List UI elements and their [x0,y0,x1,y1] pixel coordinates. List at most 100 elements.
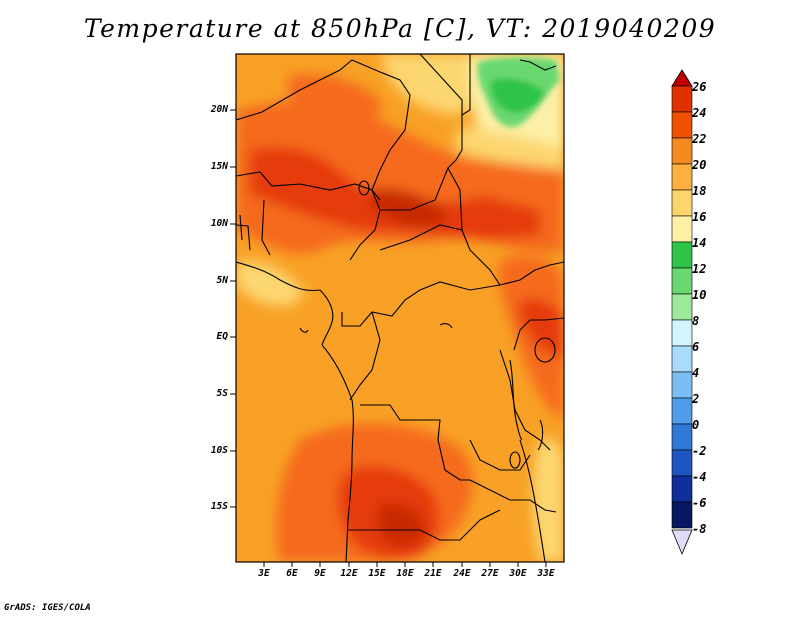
colorbar [671,69,693,556]
lon-label-9e: 9E [314,568,326,579]
border-nigeria-cameroon [349,189,381,261]
colorbar-label: 4 [692,366,700,380]
island-bioko [299,327,309,333]
colorbar-label: -8 [692,522,707,536]
lat-label-5n: 5N [216,275,228,286]
colorbar-swatch [671,163,693,191]
lake-chad [358,180,370,196]
colorbar-swatch [671,397,693,425]
colorbar-swatch [671,501,693,529]
border-mali-niger [236,59,411,191]
field-cool-north [380,54,470,115]
border-togo [236,224,251,251]
colorbar-swatch [671,293,693,321]
lon-label-33e: 33E [537,568,555,579]
border-benin [261,199,271,256]
border-uganda-kenya [513,317,564,351]
lake-malawi [537,419,544,451]
lon-label-3e: 3E [258,568,270,579]
border-mozambique [519,439,546,562]
colorbar-bottom-arrow [671,529,693,556]
colorbar-label: 18 [692,184,707,198]
nile-delta [519,59,557,71]
colorbar-label: -2 [692,444,707,458]
colorbar-swatch [671,85,693,113]
colorbar-swatch [671,189,693,217]
border-ghana [239,214,243,241]
colorbar-label: 22 [692,132,707,146]
lat-label-5s: 5S [216,388,228,399]
field-cool-se [532,438,564,562]
lon-label-6e: 6E [286,568,298,579]
colorbar-label: 24 [692,106,707,120]
border-car [379,224,501,286]
lon-label-24e: 24E [453,568,471,579]
lon-label-15e: 15E [368,568,386,579]
coast-gulf-guinea [236,261,321,292]
colorbar-swatch [671,475,693,503]
field-hot-core [370,188,448,229]
border-congo-drc [349,311,381,401]
coast-cameroon [319,289,334,346]
field-cool-coast [236,261,303,307]
field-green-dark [491,78,545,113]
lakes [299,59,557,469]
field-hot-sahel [250,147,540,239]
lat-label-eq: EQ [216,331,228,342]
border-egypt-sudan [461,54,471,116]
temperature-field [236,54,564,562]
lon-label-30e: 30E [509,568,527,579]
colorbar-swatch [671,111,693,139]
lon-label-18e: 18E [396,568,414,579]
lat-label-10s: 10S [210,445,228,456]
colorbar-label: 10 [692,288,707,302]
border-chad [380,166,463,231]
field-warm-nw [287,73,382,122]
border-angola-drc [360,404,470,481]
colorbar-swatch [671,267,693,295]
colorbar-label: 8 [692,314,700,328]
field-hot-south-core [376,503,426,546]
lake-congo-a [439,323,453,329]
axis-ticks [230,109,547,567]
colorbar-label: 14 [692,236,707,250]
country-borders [236,54,564,562]
lake-victoria [534,337,556,363]
border-namibia [348,509,501,541]
lon-label-27e: 27E [481,568,499,579]
border-zambia-zimbabwe [469,479,557,513]
map-title: Temperature at 850hPa [C], VT: 201904020… [83,14,717,43]
colorbar-label: 12 [692,262,707,276]
colorbar-swatch [671,449,693,477]
colorbar-swatch [671,241,693,269]
border-south-sudan [499,261,564,286]
lake-kariba [509,451,521,469]
lat-label-15n: 15N [210,161,228,172]
border-zambia [469,439,531,471]
field-warm-east [499,256,564,420]
colorbar-label: -6 [692,496,707,510]
lat-label-10n: 10N [210,218,228,229]
grads-credit: GrADS: IGES/COLA [4,603,91,613]
colorbar-swatch [671,423,693,451]
lake-tanganyika [509,359,523,441]
lat-label-20n: 20N [210,104,228,115]
plot-frame [235,53,565,563]
coast-angola [321,344,354,562]
colorbar-label: 2 [692,392,700,406]
lon-label-12e: 12E [340,568,358,579]
colorbar-label: 26 [692,80,707,94]
colorbar-swatch [671,371,693,399]
colorbar-swatch [671,345,693,373]
colorbar-label: 16 [692,210,707,224]
colorbar-label: 6 [692,340,700,354]
colorbar-label: -4 [692,470,707,484]
field-hot-east [520,298,564,360]
border-congo [341,281,501,327]
colorbar-top-arrow [671,69,693,87]
colorbar-label: 20 [692,158,707,172]
lon-label-21e: 21E [424,568,442,579]
colorbar-swatch [671,319,693,347]
colorbar-swatch [671,215,693,243]
